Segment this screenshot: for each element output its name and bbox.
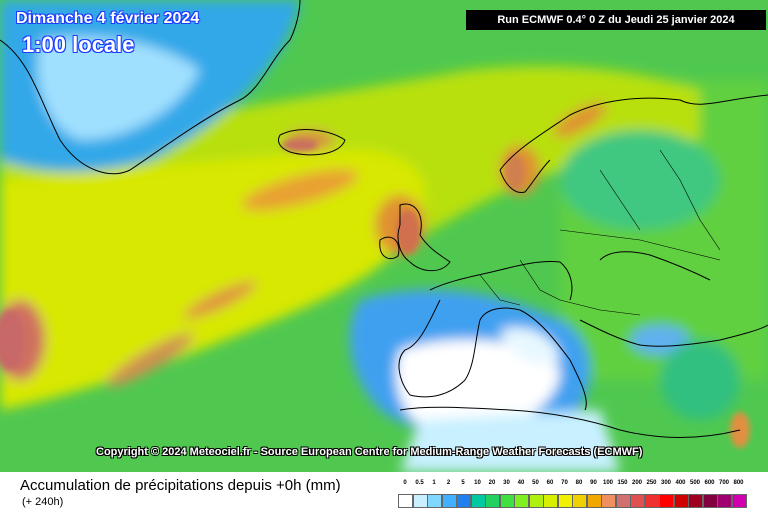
scale-swatch — [412, 494, 428, 508]
scale-swatch — [601, 494, 616, 508]
scale-label: 250 — [646, 480, 657, 486]
legend-bar: Accumulation de précipitations depuis +0… — [0, 472, 768, 512]
scale-label: 100 — [602, 480, 613, 486]
scale-label: 200 — [631, 480, 642, 486]
scale-swatch — [673, 494, 689, 508]
scale-label: 90 — [590, 480, 597, 486]
color-scale-swatches — [398, 492, 750, 508]
scale-label: 150 — [617, 480, 628, 486]
forecast-date: Dimanche 4 février 2024 — [16, 10, 200, 27]
map-canvas — [0, 0, 768, 472]
scale-swatch — [644, 494, 660, 508]
scale-swatch — [456, 494, 471, 508]
forecast-time: 1:00 locale — [22, 32, 135, 57]
scale-swatch — [586, 494, 602, 508]
scale-label: 20 — [488, 480, 496, 486]
scale-swatch — [441, 494, 457, 508]
scale-label: 60 — [546, 480, 554, 486]
scale-swatch — [702, 494, 718, 508]
scale-swatch — [731, 494, 747, 508]
copyright-text: Copyright © 2024 Meteociel.fr - Source E… — [96, 446, 643, 458]
scale-swatch — [572, 494, 587, 508]
scale-label: 1 — [432, 480, 436, 486]
scale-swatch — [528, 494, 544, 508]
scale-swatch — [427, 494, 442, 508]
scale-label: 70 — [561, 480, 568, 486]
scale-label: 2 — [446, 480, 451, 486]
scale-swatch — [557, 494, 573, 508]
scale-label: 40 — [517, 480, 525, 486]
scale-swatch — [499, 494, 515, 508]
scale-label: 30 — [503, 480, 510, 486]
scale-label: 0 — [403, 480, 407, 486]
scale-swatch — [688, 494, 703, 508]
scale-label: 5 — [461, 480, 465, 486]
run-info-box: Run ECMWF 0.4° 0 Z du Jeudi 25 janvier 2… — [466, 10, 766, 30]
scale-swatch — [398, 494, 413, 508]
scale-label: 400 — [675, 480, 686, 486]
legend-subtitle: (+ 240h) — [22, 496, 64, 508]
scale-label: 0.5 — [415, 480, 424, 486]
scale-label: 50 — [532, 480, 539, 486]
legend-title: Accumulation de précipitations depuis +0… — [20, 477, 341, 494]
scale-swatch — [717, 494, 732, 508]
scale-label: 10 — [474, 480, 481, 486]
country-borders — [479, 149, 721, 316]
scale-swatch — [615, 494, 631, 508]
scale-label: 800 — [733, 480, 744, 486]
color-scale-labels: 0 0.5 1 2 5 10 20 30 40 50 60 70 80 90 100 150 200 250 300… — [398, 480, 750, 492]
scale-swatch — [470, 494, 486, 508]
coastlines — [0, 0, 768, 438]
scale-label: 500 — [689, 480, 700, 486]
scale-label: 300 — [660, 480, 671, 486]
color-scale: 0 0.5 1 2 5 10 20 30 40 50 60 70 80 90 100 150 200 250 300… — [398, 480, 750, 508]
scale-swatch — [630, 494, 645, 508]
scale-label: 600 — [704, 480, 715, 486]
scale-swatch — [659, 494, 674, 508]
precipitation-map: Dimanche 4 février 2024 1:00 locale Run … — [0, 0, 768, 472]
scale-label: 700 — [718, 480, 729, 486]
scale-swatch — [514, 494, 529, 508]
scale-swatch — [543, 494, 558, 508]
scale-label: 80 — [575, 480, 583, 486]
scale-swatch — [485, 494, 500, 508]
